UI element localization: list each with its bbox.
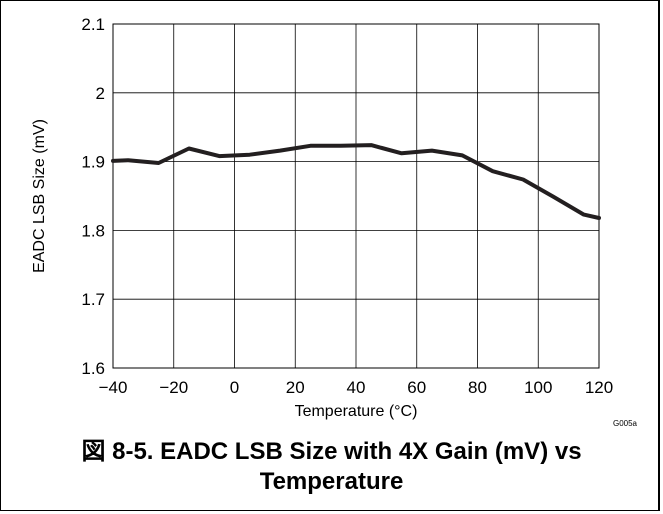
y-tick-label: 2.1: [81, 15, 105, 34]
y-tick-label: 1.9: [81, 153, 105, 172]
y-tick-label: 2: [96, 84, 105, 103]
grid: [113, 24, 599, 368]
figure-code: G005a: [613, 419, 638, 428]
y-tick-labels: 1.6 1.7 1.8 1.9 2 2.1: [81, 15, 105, 378]
y-axis-title: EADC LSB Size (mV): [31, 119, 48, 273]
x-tick-label: 0: [230, 378, 239, 397]
x-tick-label: 120: [585, 378, 613, 397]
x-tick-labels: −40 −20 0 20 40 60 80 100 120: [99, 378, 614, 397]
x-tick-label: 100: [524, 378, 552, 397]
series-line: [111, 143, 601, 220]
y-tick-label: 1.7: [81, 290, 105, 309]
x-tick-label: 20: [286, 378, 305, 397]
x-tick-label: −40: [99, 378, 128, 397]
plot-border: [112, 23, 600, 369]
x-tick-label: −20: [159, 378, 188, 397]
x-tick-label: 40: [347, 378, 366, 397]
y-tick-label: 1.6: [81, 359, 105, 378]
x-tick-label: 60: [407, 378, 426, 397]
y-tick-label: 1.8: [81, 221, 105, 240]
figure-caption-line1: 図 8-5. EADC LSB Size with 4X Gain (mV) v…: [81, 438, 582, 465]
x-tick-label: 80: [468, 378, 487, 397]
figure-caption-line2: Temperature: [259, 468, 404, 495]
x-axis-title: Temperature (°C): [295, 403, 418, 420]
